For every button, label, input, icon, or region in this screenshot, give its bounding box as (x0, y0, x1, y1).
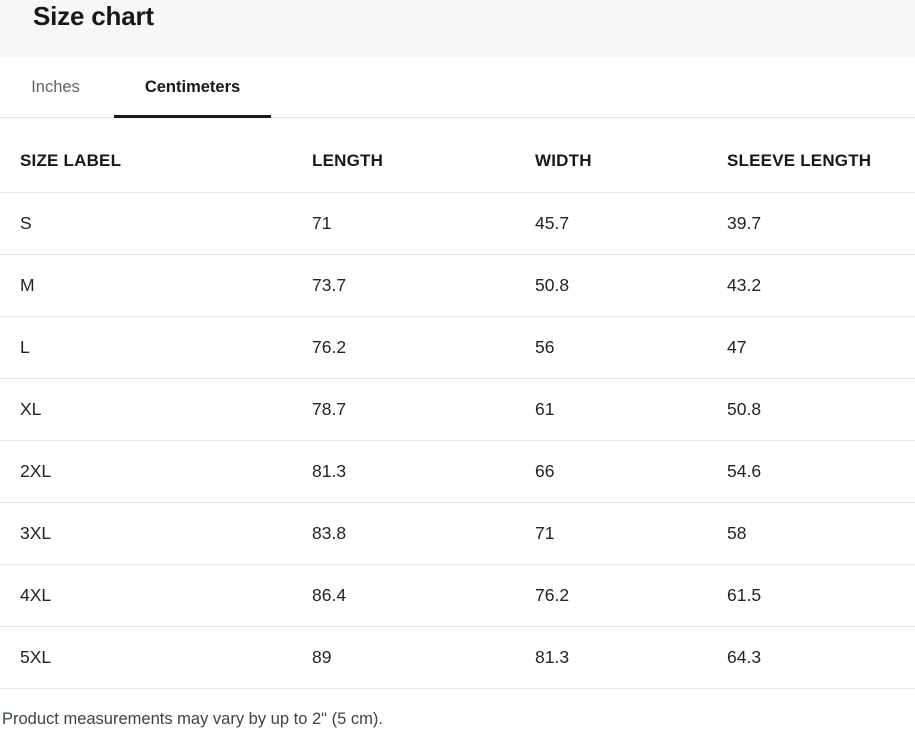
table-row: 5XL 89 81.3 64.3 (0, 627, 915, 689)
unit-tabs: Inches Centimeters (0, 57, 915, 118)
size-chart-table: SIZE LABEL LENGTH WIDTH SLEEVE LENGTH S … (0, 130, 915, 689)
cell-size-label: M (20, 275, 35, 295)
cell-sleeve-length: 50.8 (727, 399, 762, 419)
column-header-length: LENGTH (312, 151, 384, 170)
modal-header: Size chart (0, 0, 915, 57)
cell-length: 78.7 (312, 399, 347, 419)
cell-size-label: 3XL (20, 523, 52, 543)
cell-width: 76.2 (535, 585, 570, 605)
cell-sleeve-length: 64.3 (727, 647, 762, 667)
table-header-row: SIZE LABEL LENGTH WIDTH SLEEVE LENGTH (0, 130, 915, 193)
page-title: Size chart (33, 1, 154, 31)
cell-size-label: L (20, 337, 30, 357)
cell-length: 89 (312, 647, 332, 667)
tab-centimeters-label: Centimeters (144, 77, 241, 96)
table-row: XL 78.7 61 50.8 (0, 379, 915, 441)
cell-width: 81.3 (535, 647, 570, 667)
cell-sleeve-length: 43.2 (727, 275, 762, 295)
tab-inches-label: Inches (31, 77, 80, 96)
cell-length: 73.7 (312, 275, 347, 295)
tab-centimeters[interactable]: Centimeters (114, 57, 271, 118)
table-row: 3XL 83.8 71 58 (0, 503, 915, 565)
cell-length: 86.4 (312, 585, 347, 605)
cell-size-label: S (20, 213, 32, 233)
cell-width: 50.8 (535, 275, 570, 295)
cell-size-label: 5XL (20, 647, 52, 667)
cell-sleeve-length: 39.7 (727, 213, 762, 233)
cell-length: 76.2 (312, 337, 347, 357)
cell-width: 45.7 (535, 213, 570, 233)
cell-sleeve-length: 54.6 (727, 461, 762, 481)
cell-length: 71 (312, 213, 332, 233)
table-row: 2XL 81.3 66 54.6 (0, 441, 915, 503)
cell-size-label: XL (20, 399, 42, 419)
measurement-disclaimer: Product measurements may vary by up to 2… (2, 710, 383, 728)
cell-sleeve-length: 58 (727, 523, 747, 543)
table-row: 4XL 86.4 76.2 61.5 (0, 565, 915, 627)
cell-sleeve-length: 47 (727, 337, 747, 357)
table-row: M 73.7 50.8 43.2 (0, 255, 915, 317)
table-row: S 71 45.7 39.7 (0, 193, 915, 255)
cell-width: 71 (535, 523, 555, 543)
cell-length: 81.3 (312, 461, 347, 481)
column-header-size-label: SIZE LABEL (20, 151, 122, 170)
cell-sleeve-length: 61.5 (727, 585, 762, 605)
cell-width: 56 (535, 337, 555, 357)
table-row: L 76.2 56 47 (0, 317, 915, 379)
cell-size-label: 4XL (20, 585, 52, 605)
tab-inches[interactable]: Inches (2, 57, 109, 117)
cell-width: 61 (535, 399, 555, 419)
cell-length: 83.8 (312, 523, 347, 543)
column-header-sleeve-length: SLEEVE LENGTH (727, 151, 872, 170)
cell-size-label: 2XL (20, 461, 52, 481)
column-header-width: WIDTH (535, 151, 592, 170)
cell-width: 66 (535, 461, 555, 481)
